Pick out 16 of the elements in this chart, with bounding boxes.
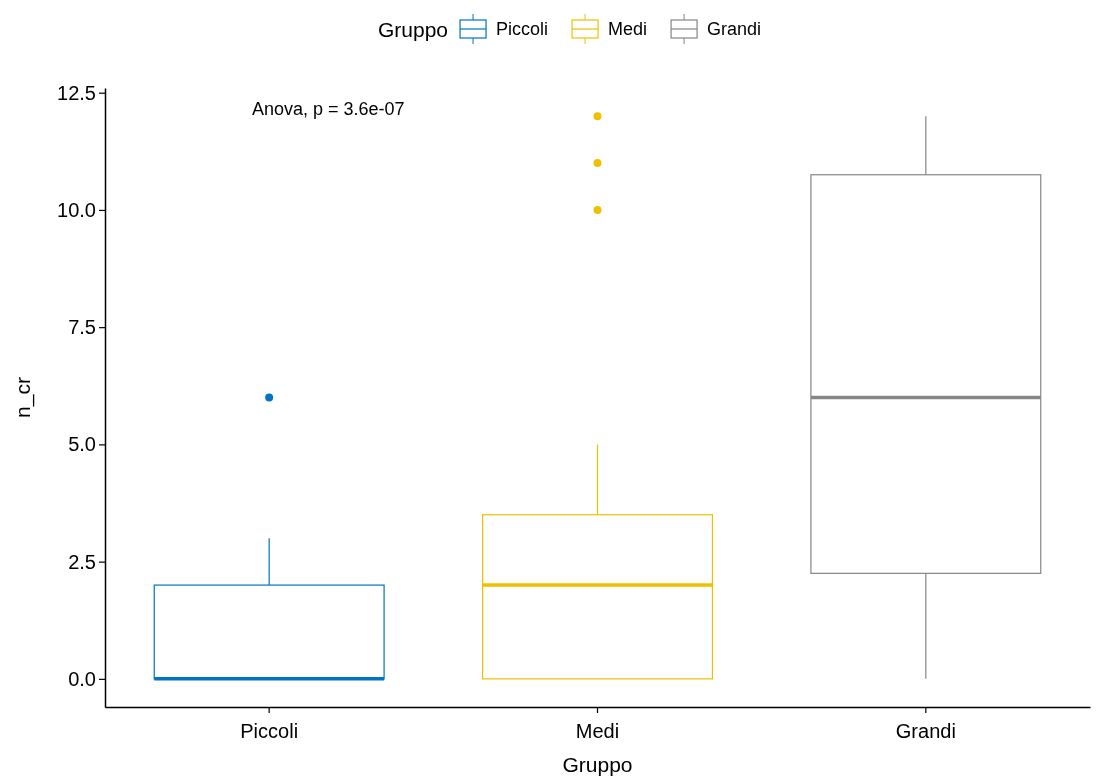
legend-title: Gruppo — [378, 18, 449, 41]
x-tick-label: Grandi — [895, 720, 956, 742]
y-tick-label: 0.0 — [68, 667, 96, 690]
legend-label: Medi — [608, 19, 648, 39]
annotation: Anova, p = 3.6e-07 — [252, 99, 405, 119]
y-tick-label: 12.5 — [57, 81, 96, 104]
y-tick-label: 2.5 — [68, 550, 96, 573]
y-tick-label: 7.5 — [68, 316, 96, 339]
x-axis-title: Gruppo — [562, 753, 633, 776]
y-axis-title: n_cr — [11, 377, 35, 418]
x-tick-label: Medi — [575, 720, 620, 742]
x-tick-label: Piccoli — [240, 720, 299, 742]
y-tick-label: 5.0 — [68, 433, 96, 456]
legend-label: Grandi — [707, 19, 762, 39]
y-tick-label: 10.0 — [57, 198, 96, 221]
legend-label: Piccoli — [496, 19, 549, 39]
